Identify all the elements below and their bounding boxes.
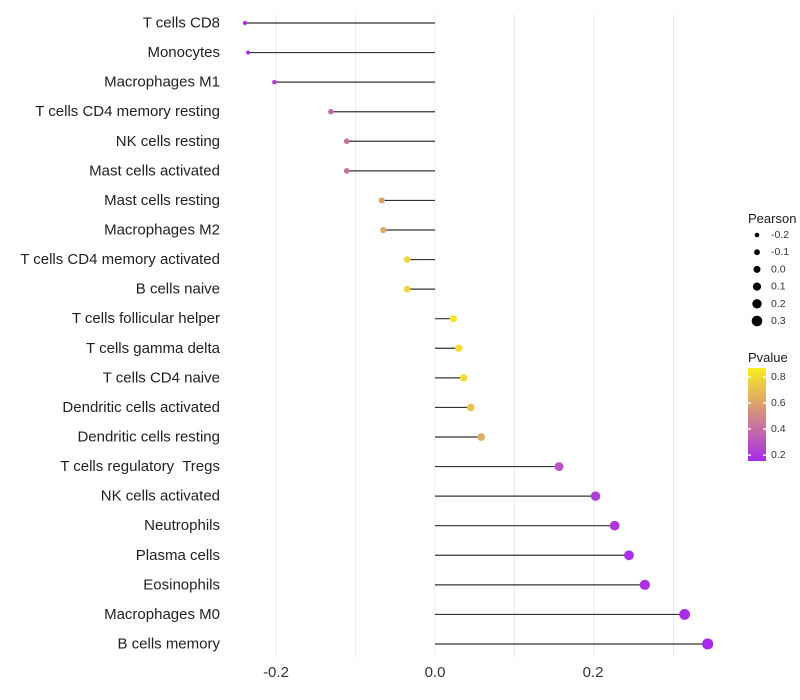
legend-size-dot	[753, 265, 761, 273]
legend-size-dot	[751, 315, 763, 327]
lollipop-dot	[702, 638, 714, 650]
lollipop-dot	[343, 138, 350, 145]
stem-layer	[244, 22, 708, 645]
category-label: Mast cells activated	[89, 162, 220, 179]
legend-size-items: -0.2 -0.1 0.0 0.1 0.2 0.3	[751, 229, 789, 327]
category-label: T cells CD8	[143, 15, 220, 32]
legend-size-label: -0.2	[771, 229, 789, 241]
lollipop-dot	[380, 226, 387, 234]
category-label: NK cells resting	[116, 133, 220, 150]
legend-size-label: 0.3	[771, 315, 786, 327]
legend-size-label: 0.0	[771, 263, 786, 275]
legend-size-dot	[754, 232, 760, 238]
lollipop-dot	[242, 20, 248, 26]
legend-size-dot	[752, 299, 762, 309]
category-label: Macrophages M1	[104, 74, 220, 91]
lollipop-dot	[467, 403, 475, 412]
category-label: Dendritic cells activated	[62, 399, 220, 416]
lollipop-dot	[477, 433, 485, 441]
lollipop-dot	[272, 79, 277, 85]
x-axis-labels: -0.2 0.0 0.2	[263, 664, 603, 681]
lollipop-dot	[328, 108, 334, 115]
x-tick-label: 0.0	[425, 664, 446, 681]
lollipop-dot	[609, 520, 620, 531]
lollipop-dot	[343, 168, 350, 174]
dot-layer	[242, 20, 714, 650]
legend-colorbar-label: 0.2	[771, 449, 786, 461]
category-label: Monocytes	[147, 44, 220, 61]
category-label: T cells CD4 naive	[103, 369, 220, 386]
legend-colorbar-label: 0.8	[771, 371, 786, 383]
lollipop-dot	[246, 50, 251, 55]
category-label: Macrophages M0	[104, 606, 220, 623]
lollipop-dot	[590, 491, 601, 501]
legend-pvalue-title: Pvalue	[748, 350, 788, 365]
lollipop-dot	[403, 256, 411, 263]
lollipop-dot	[554, 462, 564, 472]
legend-size-dot	[754, 249, 760, 256]
category-label: Mast cells resting	[104, 192, 220, 209]
category-label: T cells CD4 memory activated	[20, 251, 220, 268]
category-label: Dendritic cells resting	[77, 428, 220, 445]
category-label: Eosinophils	[143, 576, 220, 593]
lollipop-dot	[624, 550, 634, 561]
x-tick-label: 0.2	[583, 664, 604, 681]
category-label: B cells memory	[117, 635, 220, 652]
legend-size-label: 0.2	[771, 298, 786, 310]
legend-colorbar-label: 0.4	[771, 423, 786, 435]
category-label: B cells naive	[136, 281, 220, 298]
lollipop-dot	[378, 197, 385, 204]
category-label: Macrophages M2	[104, 221, 220, 238]
lollipop-dot	[449, 315, 457, 323]
category-label: T cells follicular helper	[72, 310, 220, 327]
legend-size-dot	[752, 282, 762, 291]
lollipop-dot	[455, 344, 463, 352]
gridline-layer	[275, 14, 674, 657]
legend-size-label: -0.1	[771, 246, 789, 258]
category-label: T cells CD4 memory resting	[35, 103, 220, 120]
legend-colorbar	[748, 368, 766, 461]
legend: Pearson -0.2-0.10.00.10.20.3 Pvalue 0.80…	[748, 211, 796, 461]
legend-colorbar-label: 0.6	[771, 397, 786, 409]
lollipop-dot	[459, 374, 468, 382]
lollipop-dot	[679, 609, 691, 620]
legend-pearson-title: Pearson	[748, 211, 796, 226]
lollipop-dot	[403, 285, 411, 293]
legend-size-label: 0.1	[771, 281, 786, 293]
category-label: Neutrophils	[144, 517, 220, 534]
category-label: NK cells activated	[101, 488, 220, 505]
y-axis-labels: T cells CD8 Monocytes Macrophages M1 T cell…	[20, 15, 220, 653]
category-label: T cells regulatory Tregs	[60, 458, 220, 475]
category-label: T cells gamma delta	[86, 340, 221, 357]
category-label: Plasma cells	[136, 547, 220, 564]
lollipop-dot	[639, 579, 650, 590]
x-tick-label: -0.2	[263, 664, 289, 681]
legend-colorbar-ticks: 0.8 0.6 0.4 0.2	[748, 371, 786, 461]
